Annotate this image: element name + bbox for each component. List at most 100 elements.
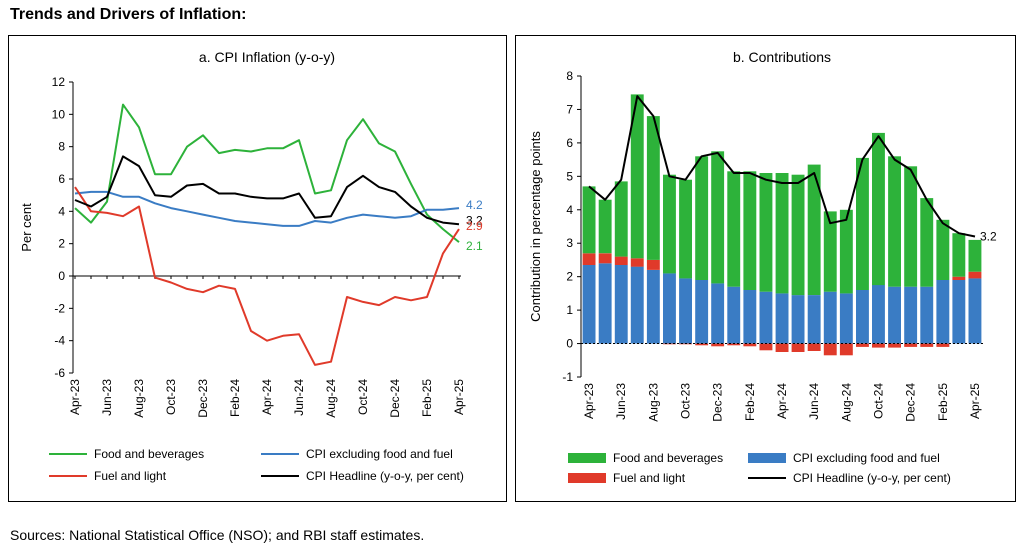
x-tick-label: Aug-24 — [839, 383, 853, 422]
series-line-cpi-excluding-food-and-fuel — [74, 190, 460, 227]
bar-cpi-excluding-food-and-fuel-jul-23 — [630, 266, 644, 344]
bar-cpi-excluding-food-and-fuel-aug-23 — [646, 270, 660, 344]
chart-cpi-inflation: a. CPI Inflation (y-o-y) -6 -4 -2 0 2 4 6 8 10 12 P… — [19, 49, 483, 483]
bar-food-and-beverages-mar-24 — [759, 173, 773, 292]
bar-food-and-beverages-dec-23 — [711, 151, 725, 284]
x-tick-label: Apr-23 — [68, 379, 82, 415]
bar-fuel-and-light-jan-25 — [920, 343, 934, 347]
bar-food-and-beverages-apr-23 — [582, 186, 596, 254]
bar-cpi-excluding-food-and-fuel-nov-23 — [695, 280, 709, 344]
chart-title: b. Contributions — [733, 49, 831, 65]
bar-fuel-and-light-apr-24 — [775, 343, 789, 352]
y-tick-label: 4 — [566, 203, 573, 217]
bar-cpi-excluding-food-and-fuel-aug-24 — [839, 293, 853, 344]
x-tick-label: Oct-24 — [356, 379, 370, 415]
series-line-fuel-and-light — [74, 186, 460, 366]
x-tick-label: Dec-24 — [904, 383, 918, 422]
y-tick-label: 0 — [566, 337, 573, 351]
chart-title: a. CPI Inflation (y-o-y) — [199, 49, 335, 65]
end-label-cpi-headline-y-o-y-per-cent: 3.2 — [466, 213, 483, 227]
series-line-cpi-headline-y-o-y-per-cent — [74, 155, 460, 226]
y-tick-label: 4 — [58, 204, 65, 218]
bar-food-and-beverages-sep-24 — [856, 157, 869, 290]
bar-fuel-and-light-may-24 — [791, 343, 805, 352]
bar-fuel-and-light-oct-24 — [872, 343, 885, 348]
x-tick-label: Oct-24 — [871, 383, 885, 419]
bar-cpi-excluding-food-and-fuel-nov-24 — [888, 286, 901, 344]
y-tick-label: 6 — [58, 172, 65, 186]
y-tick-label: -1 — [562, 370, 573, 384]
bar-fuel-and-light-dec-23 — [711, 343, 725, 347]
y-tick-label: 3 — [566, 236, 573, 250]
bar-cpi-excluding-food-and-fuel-jul-24 — [823, 291, 837, 344]
end-label-headline: 3.2 — [980, 230, 997, 244]
bar-food-and-beverages-jul-24 — [823, 211, 837, 292]
bar-fuel-and-light-jul-23 — [630, 258, 644, 267]
bar-fuel-and-light-sep-24 — [856, 343, 869, 347]
bar-cpi-excluding-food-and-fuel-oct-24 — [872, 285, 885, 344]
bar-fuel-and-light-feb-24 — [743, 343, 757, 347]
bar-food-and-beverages-nov-24 — [888, 156, 901, 287]
legend-label-fuel-and-light: Fuel and light — [613, 471, 686, 485]
bar-food-and-beverages-sep-23 — [663, 174, 676, 274]
y-tick-label: 8 — [58, 140, 65, 154]
bar-food-and-beverages-apr-25 — [968, 239, 982, 272]
y-tick-label: -6 — [54, 366, 65, 380]
y-tick-label: 0 — [58, 269, 65, 283]
y-tick-label: 2 — [58, 237, 65, 251]
y-axis-label: Per cent — [19, 203, 34, 252]
bar-cpi-excluding-food-and-fuel-may-23 — [598, 263, 612, 344]
figure-title: Trends and Drivers of Inflation: — [10, 6, 247, 23]
panel-contributions: b. Contributions -1 0 1 2 3 4 5 6 7 8 Contribution … — [515, 35, 1016, 502]
bar-food-and-beverages-nov-23 — [695, 156, 709, 280]
x-tick-label: Dec-23 — [711, 383, 725, 422]
bar-food-and-beverages-jan-24 — [727, 171, 741, 287]
legend-label-food-and-beverages: Food and beverages — [613, 451, 723, 465]
x-tick-label: Apr-23 — [582, 383, 596, 419]
legend-swatch-food-and-beverages — [568, 453, 606, 463]
bar-cpi-excluding-food-and-fuel-apr-25 — [968, 278, 982, 344]
x-tick-label: Jun-23 — [614, 383, 628, 420]
end-label-food-and-beverages: 2.1 — [466, 239, 483, 253]
end-label-fuel-and-light: 2.9 — [466, 219, 483, 233]
bar-cpi-excluding-food-and-fuel-dec-24 — [904, 286, 918, 344]
y-tick-label: -4 — [54, 334, 65, 348]
bar-food-and-beverages-may-23 — [598, 199, 612, 254]
x-tick-label: Jun-23 — [100, 379, 114, 416]
bar-cpi-excluding-food-and-fuel-apr-23 — [582, 265, 596, 344]
y-tick-label: 8 — [566, 69, 573, 83]
bar-fuel-and-light-mar-25 — [952, 276, 966, 280]
bar-food-and-beverages-mar-25 — [952, 233, 966, 277]
x-tick-label: Apr-25 — [452, 379, 466, 415]
x-tick-label: Aug-23 — [646, 383, 660, 422]
bar-food-and-beverages-feb-25 — [936, 219, 950, 280]
y-tick-label: 1 — [566, 303, 573, 317]
x-tick-label: Feb-24 — [743, 383, 757, 421]
bar-fuel-and-light-may-23 — [598, 253, 612, 264]
bar-cpi-excluding-food-and-fuel-mar-25 — [952, 280, 966, 344]
bar-cpi-excluding-food-and-fuel-dec-23 — [711, 283, 725, 344]
legend-label-cpi-headline-y-o-y-per-cent: CPI Headline (y-o-y, per cent) — [306, 469, 464, 483]
legend-swatch-cpi-excluding-food-and-fuel — [748, 453, 786, 463]
x-tick-label: Oct-23 — [164, 379, 178, 415]
legend-label-cpi-headline-y-o-y-per-cent: CPI Headline (y-o-y, per cent) — [793, 471, 951, 485]
legend-swatch-fuel-and-light — [568, 473, 606, 483]
x-tick-label: Apr-25 — [968, 383, 982, 419]
bar-food-and-beverages-jan-25 — [920, 198, 934, 287]
bar-food-and-beverages-oct-24 — [872, 132, 885, 286]
bar-cpi-excluding-food-and-fuel-feb-25 — [936, 280, 950, 344]
x-tick-label: Oct-23 — [679, 383, 693, 419]
y-axis-label: Contribution in percentage points — [528, 131, 543, 322]
y-tick-label: 12 — [52, 75, 66, 89]
bar-fuel-and-light-nov-24 — [888, 343, 901, 348]
bar-fuel-and-light-nov-23 — [695, 343, 709, 346]
bar-fuel-and-light-mar-24 — [759, 343, 773, 351]
source-note: Sources: National Statistical Office (NS… — [10, 527, 425, 543]
bar-fuel-and-light-jul-24 — [823, 343, 837, 356]
bar-fuel-and-light-aug-24 — [839, 343, 853, 356]
series-line-food-and-beverages — [74, 103, 460, 243]
bar-food-and-beverages-oct-23 — [679, 179, 692, 279]
bar-food-and-beverages-jul-23 — [630, 94, 644, 259]
y-tick-label: 7 — [566, 102, 573, 116]
end-label-cpi-excluding-food-and-fuel: 4.2 — [466, 198, 483, 212]
